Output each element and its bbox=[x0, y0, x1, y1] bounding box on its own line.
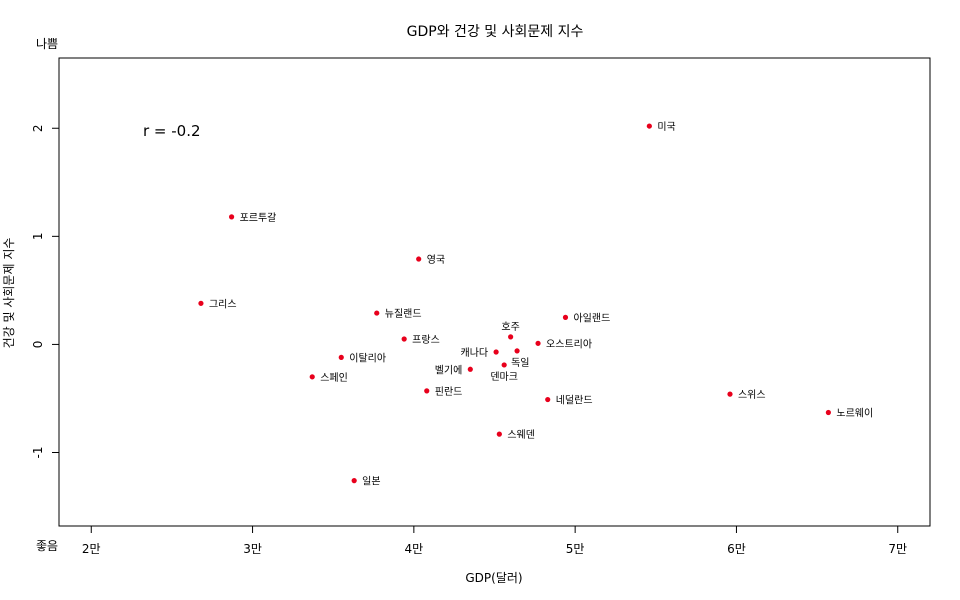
y-axis-label: 건강 및 사회문제 지수 bbox=[2, 238, 16, 349]
point-label: 일본 bbox=[362, 476, 380, 488]
y-axis: -1 0 1 2 bbox=[31, 124, 59, 458]
x-tick-label: 4만 bbox=[405, 542, 424, 556]
x-axis-label: GDP(달러) bbox=[465, 571, 522, 585]
data-point bbox=[514, 348, 520, 354]
data-point bbox=[562, 314, 569, 320]
x-tick-label: 2만 bbox=[82, 542, 101, 556]
x-axis: 2만 3만 4만 5만 6만 7만 bbox=[82, 526, 907, 556]
point-label: 네덜란드 bbox=[556, 395, 593, 407]
point-label: 아일랜드 bbox=[573, 312, 610, 324]
data-point bbox=[338, 354, 344, 360]
point-label: 프랑스 bbox=[412, 334, 440, 346]
point-label: 벨기에 bbox=[435, 364, 463, 376]
data-point bbox=[374, 310, 380, 316]
point-label: 포르투갈 bbox=[240, 211, 277, 224]
point-label: 독일 bbox=[511, 357, 529, 369]
point-label: 오스트리아 bbox=[546, 338, 592, 350]
point-label: 스위스 bbox=[738, 388, 766, 401]
y-tick-label: 2 bbox=[31, 124, 45, 132]
chart-title: GDP와 건강 및 사회문제 지수 bbox=[407, 24, 584, 40]
data-point bbox=[501, 362, 507, 368]
point-label: 미국 bbox=[657, 121, 675, 133]
data-point bbox=[351, 478, 357, 484]
point-label: 뉴질랜드 bbox=[385, 308, 422, 320]
y-bottom-label: 좋음 bbox=[36, 539, 58, 553]
y-top-label: 나쁨 bbox=[36, 37, 58, 51]
data-point bbox=[493, 349, 499, 355]
point-label: 덴마크 bbox=[490, 371, 518, 383]
data-point bbox=[545, 396, 551, 403]
point-label: 영국 bbox=[427, 254, 445, 266]
data-point bbox=[508, 334, 514, 340]
y-tick-label: -1 bbox=[31, 447, 45, 459]
point-label: 스페인 bbox=[320, 372, 348, 384]
x-tick-label: 6만 bbox=[727, 542, 746, 556]
point-label: 스웨덴 bbox=[507, 429, 535, 441]
data-point bbox=[401, 336, 407, 342]
data-point bbox=[309, 374, 315, 380]
data-point bbox=[535, 340, 541, 346]
data-point bbox=[424, 388, 430, 394]
point-label: 이탈리아 bbox=[349, 351, 386, 364]
point-label: 노르웨이 bbox=[836, 408, 873, 420]
data-point bbox=[727, 391, 733, 397]
data-point bbox=[416, 256, 422, 262]
data-point bbox=[496, 431, 502, 437]
data-point bbox=[646, 123, 652, 129]
data-point bbox=[467, 366, 473, 372]
data-point bbox=[825, 409, 831, 416]
plot-frame bbox=[58, 57, 931, 527]
point-label: 호주 bbox=[501, 321, 519, 333]
x-tick-label: 3만 bbox=[243, 542, 262, 556]
data-point bbox=[198, 300, 204, 306]
data-point bbox=[228, 214, 235, 220]
correlation-annotation: r = -0.2 bbox=[143, 122, 201, 140]
point-label: 캐나다 bbox=[461, 347, 489, 359]
x-tick-label: 5만 bbox=[566, 542, 585, 556]
x-tick-label: 7만 bbox=[888, 542, 907, 556]
y-tick-label: 1 bbox=[31, 233, 45, 241]
y-tick-label: 0 bbox=[31, 341, 45, 349]
point-label: 그리스 bbox=[209, 298, 237, 310]
point-label: 핀란드 bbox=[435, 386, 463, 398]
